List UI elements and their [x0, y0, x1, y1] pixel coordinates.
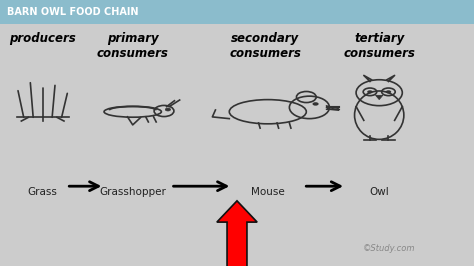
Text: BARN OWL FOOD CHAIN: BARN OWL FOOD CHAIN [7, 7, 138, 17]
Text: Grasshopper: Grasshopper [99, 186, 166, 197]
FancyBboxPatch shape [0, 0, 474, 24]
Text: Grass: Grass [27, 186, 58, 197]
Text: tertiary
consumers: tertiary consumers [343, 32, 415, 60]
Circle shape [312, 102, 319, 106]
Text: secondary
consumers: secondary consumers [229, 32, 301, 60]
Text: Mouse: Mouse [251, 186, 285, 197]
Text: Owl: Owl [369, 186, 389, 197]
Circle shape [367, 90, 373, 93]
Circle shape [386, 90, 391, 93]
Circle shape [165, 108, 171, 111]
Text: ©Study.com: ©Study.com [363, 244, 415, 253]
Polygon shape [375, 95, 383, 100]
FancyArrow shape [217, 201, 257, 266]
Text: primary
consumers: primary consumers [97, 32, 169, 60]
Text: producers: producers [9, 32, 76, 45]
